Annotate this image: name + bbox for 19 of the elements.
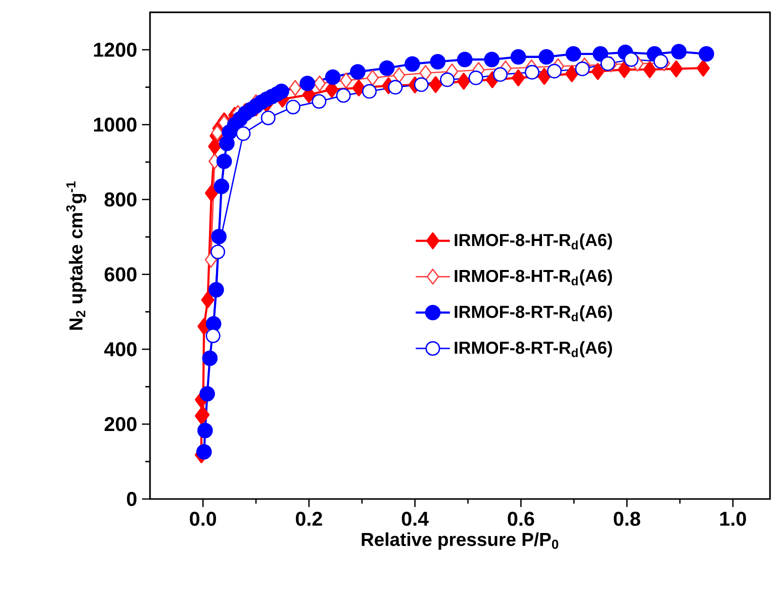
y-tick-label: 600 [104,267,136,282]
y-tick-label: 200 [104,417,136,432]
y-tick-label: 1200 [94,42,136,57]
legend-label: IRMOF-8-HT-R$_{d}$(A6) [454,269,612,286]
y-tick-label: 400 [104,342,136,356]
x-tick-label: 0.0 [190,512,216,526]
legend-label: IRMOF-8-RT-R$_{d}$(A6) [454,341,612,358]
x-tick-label: 0.6 [508,512,534,526]
y-tick-label: 0 [126,492,136,506]
x-tick-label: 0.4 [402,512,429,526]
legend-label: IRMOF-8-RT-R$_{d}$(A6) [454,305,612,322]
y-tick-label: 800 [104,192,136,207]
y-axis-title: N$_{2}$ uptake cm$^{3}$g$^{-1}$ [66,181,86,330]
x-tick-label: 0.8 [614,512,640,526]
legend-label: IRMOF-8-HT-R$_{d}$(A6) [454,233,612,250]
x-tick-label: 1.0 [720,512,746,526]
x-tick-label: 0.2 [296,512,322,526]
y-tick-label: 1000 [94,118,136,132]
x-axis-title: Relative pressure P/P$_{0}$ [362,532,558,550]
